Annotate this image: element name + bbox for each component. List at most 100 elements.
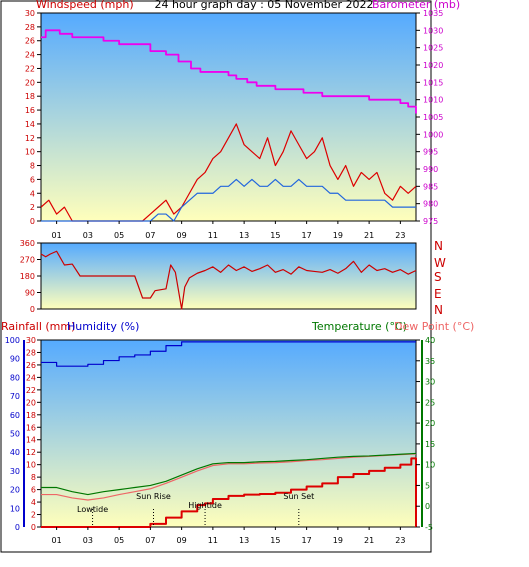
dew-point-series: [41, 453, 417, 501]
x-tick-label: 21: [364, 536, 374, 545]
ticks-layer: 0246810121416182022242628309759809859909…: [5, 9, 444, 545]
x-tick-label: 11: [208, 536, 218, 545]
humidity-label: Humidity (%): [67, 320, 139, 333]
compass-label: E: [434, 287, 442, 301]
y-tick-label-left: 18: [25, 92, 35, 101]
temp-tick-label: 20: [425, 419, 435, 428]
y-tick-label-left: 26: [25, 37, 35, 46]
x-tick-label: 21: [364, 231, 374, 240]
compass-labels: N W S E N: [434, 239, 446, 317]
barometer-series: [41, 29, 417, 114]
humidity-tick-label: 50: [10, 430, 20, 439]
dir-y-tick-label: 360: [20, 239, 35, 248]
y-tick-label-left: 22: [25, 64, 35, 73]
event-label: Sun Rise: [136, 492, 171, 501]
y-tick-label-right: 1025: [423, 44, 443, 53]
rainfall-series: [41, 457, 417, 528]
dir-y-tick-label: 90: [25, 289, 35, 298]
x-tick-label: 05: [114, 231, 124, 240]
x-tick-label: 23: [395, 536, 405, 545]
y-tick-label-right: 980: [423, 200, 438, 209]
y-tick-label-right: 1030: [423, 26, 443, 35]
rain-tick-label: 26: [26, 361, 36, 370]
rain-tick-label: 8: [31, 473, 36, 482]
event-label: Sun Set: [283, 492, 314, 501]
rain-tick-label: 20: [26, 398, 36, 407]
humidity-tick-label: 80: [10, 373, 20, 382]
compass-label: W: [434, 256, 446, 270]
x-tick-label: 19: [333, 231, 343, 240]
compass-label: N: [434, 239, 443, 253]
humidity-tick-label: 40: [10, 448, 20, 457]
temperature-series: [41, 452, 417, 496]
x-tick-label: 15: [270, 231, 280, 240]
compass-label: N: [434, 303, 443, 317]
x-tick-label: 13: [239, 231, 249, 240]
rain-tick-label: 22: [26, 386, 36, 395]
x-tick-label: 09: [177, 231, 187, 240]
temp-tick-label: 40: [425, 336, 435, 345]
y-tick-label-left: 2: [30, 203, 35, 212]
rain-tick-label: 0: [31, 523, 36, 532]
y-tick-label-right: 1000: [423, 130, 443, 139]
y-tick-label-right: 995: [423, 148, 438, 157]
y-tick-label-right: 975: [423, 217, 438, 226]
rain-tick-label: 6: [31, 486, 36, 495]
x-tick-label: 11: [208, 231, 218, 240]
x-tick-label: 13: [239, 536, 249, 545]
y-tick-label-left: 4: [30, 189, 35, 198]
graph-title: 24 hour graph day : 05 November 2022: [154, 0, 373, 11]
rain-tick-label: 28: [26, 348, 36, 357]
temp-tick-label: 30: [425, 378, 435, 387]
event-label: Hightide: [188, 501, 222, 510]
y-tick-label-right: 1010: [423, 96, 443, 105]
y-tick-label-right: 985: [423, 182, 438, 191]
y-tick-label-left: 6: [30, 175, 35, 184]
humidity-tick-label: 90: [10, 355, 20, 364]
rain-tick-label: 10: [26, 461, 36, 470]
direction-series: [40, 250, 417, 310]
temperature-label: Temperature (°C): [311, 320, 407, 333]
rain-tick-label: 12: [26, 448, 36, 457]
y-tick-label-left: 30: [25, 9, 35, 18]
rain-tick-label: 18: [26, 411, 36, 420]
humidity-tick-label: 60: [10, 411, 20, 420]
x-tick-label: 07: [145, 536, 155, 545]
dir-y-tick-label: 270: [20, 256, 35, 265]
x-tick-label: 03: [83, 536, 93, 545]
x-tick-label: 01: [52, 536, 62, 545]
dir-y-tick-label: 0: [30, 305, 35, 314]
event-label: Lowtide: [77, 505, 108, 514]
rain-tick-label: 24: [26, 373, 36, 382]
y-tick-label-right: 1015: [423, 78, 443, 87]
temp-tick-label: 0: [425, 502, 430, 511]
y-tick-label-left: 20: [25, 78, 35, 87]
y-tick-label-left: 8: [30, 162, 35, 171]
humidity-tick-label: 20: [10, 486, 20, 495]
x-tick-label: 17: [302, 536, 312, 545]
compass-label: S: [434, 270, 442, 284]
y-tick-label-left: 10: [25, 148, 35, 157]
y-tick-label-right: 1035: [423, 9, 443, 18]
x-tick-label: 01: [52, 231, 62, 240]
rain-tick-label: 16: [26, 423, 36, 432]
series-layer: [40, 29, 417, 528]
dir-y-tick-label: 180: [20, 272, 35, 281]
rainfall-label: Rainfall (mm): [1, 320, 75, 333]
x-tick-label: 09: [177, 536, 187, 545]
temp-tick-label: 35: [425, 357, 435, 366]
x-tick-label: 19: [333, 536, 343, 545]
y-tick-label-right: 1005: [423, 113, 443, 122]
y-tick-label-left: 28: [25, 23, 35, 32]
temp-tick-label: 15: [425, 440, 435, 449]
x-tick-label: 05: [114, 536, 124, 545]
rain-tick-label: 30: [26, 336, 36, 345]
humidity-tick-label: 30: [10, 467, 20, 476]
graph-frame: [0, 0, 432, 553]
wind-panel: [40, 12, 417, 222]
humidity-tick-label: 0: [15, 523, 20, 532]
average-wind-series: [41, 178, 416, 222]
temp-tick-label: 10: [425, 461, 435, 470]
dewpoint-label: Dew Point (°C): [394, 320, 474, 333]
x-tick-label: 07: [145, 231, 155, 240]
